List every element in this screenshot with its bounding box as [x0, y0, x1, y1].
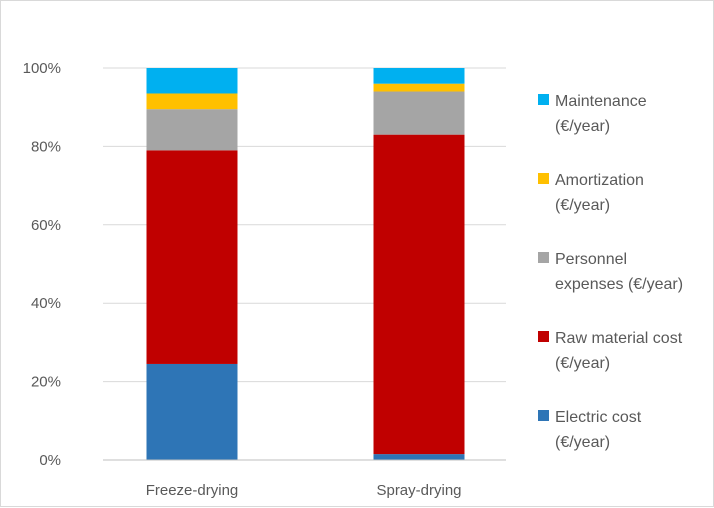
legend-item: Electric cost (€/year) — [538, 409, 642, 451]
legend-label: (€/year) — [555, 434, 610, 451]
legend-swatch — [538, 331, 549, 342]
legend-label: Personnel — [555, 251, 627, 268]
bar-segment — [146, 109, 238, 151]
legend-item: Personnel expenses (€/year) — [538, 251, 683, 293]
y-tick-label: 100% — [23, 60, 61, 77]
legend: Maintenance (€/year) Amortization (€/year) P… — [538, 93, 683, 451]
x-tick-label: Spray-drying — [376, 482, 461, 499]
x-axis-tick-labels: Freeze-drying Spray-drying — [146, 482, 462, 499]
legend-label: Amortization — [555, 172, 644, 189]
bar-segment — [373, 83, 465, 92]
legend-label: (€/year) — [555, 118, 610, 135]
bar-stack-spray-drying — [373, 68, 465, 460]
y-tick-label: 60% — [31, 217, 61, 234]
bar-segment — [146, 68, 238, 94]
x-tick-label: Freeze-drying — [146, 482, 239, 499]
bar-stack-freeze-drying — [146, 68, 238, 460]
bars — [146, 68, 465, 460]
bar-segment — [146, 150, 238, 364]
legend-label: expenses (€/year) — [555, 276, 683, 293]
legend-label: Raw material cost — [555, 330, 683, 347]
legend-swatch — [538, 173, 549, 184]
bar-segment — [146, 363, 238, 460]
bar-segment — [373, 91, 465, 135]
y-tick-label: 20% — [31, 374, 61, 391]
legend-label: Electric cost — [555, 409, 642, 426]
bar-segment — [373, 68, 465, 84]
y-tick-label: 40% — [31, 295, 61, 312]
legend-swatch — [538, 252, 549, 263]
bar-segment — [373, 454, 465, 460]
legend-label: (€/year) — [555, 197, 610, 214]
legend-swatch — [538, 94, 549, 105]
bar-segment — [146, 93, 238, 110]
legend-item: Amortization (€/year) — [538, 172, 644, 214]
y-tick-label: 0% — [39, 452, 61, 469]
legend-swatch — [538, 410, 549, 421]
legend-label: Maintenance — [555, 93, 647, 110]
y-axis-tick-labels: 0% 20% 40% 60% 80% 100% — [23, 60, 61, 469]
legend-item: Maintenance (€/year) — [538, 93, 647, 135]
legend-label: (€/year) — [555, 355, 610, 372]
y-tick-label: 80% — [31, 138, 61, 155]
bar-segment — [373, 134, 465, 455]
legend-item: Raw material cost (€/year) — [538, 330, 683, 372]
